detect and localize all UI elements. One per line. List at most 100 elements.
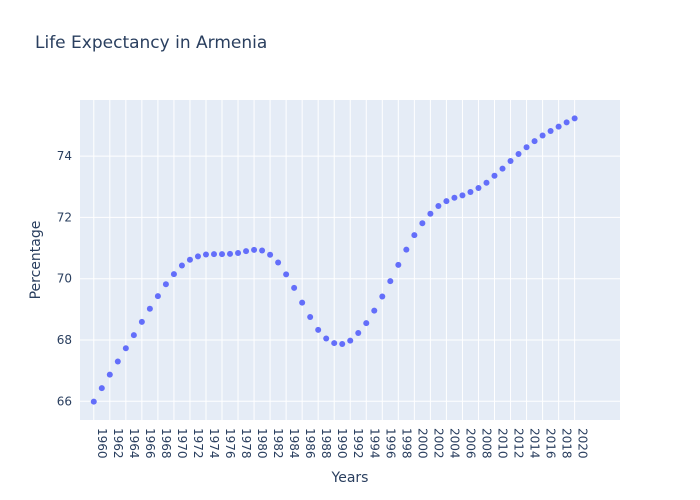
data-point [443,198,450,205]
x-tick-label: 2012 [512,428,526,459]
y-axis-ticks: 66 68 70 72 74 [57,149,72,408]
x-tick-label: 1970 [175,428,189,459]
x-tick-label: 2018 [560,428,574,459]
data-point [90,398,97,405]
data-point [379,293,386,300]
x-tick-label: 2020 [576,428,590,459]
x-tick-label: 1960 [95,428,109,459]
x-tick-label: 1982 [271,428,285,459]
data-point [299,299,306,306]
y-tick-label: 70 [57,272,72,286]
data-point [451,194,458,201]
data-point [339,340,346,347]
data-point [243,248,250,255]
x-tick-label: 2002 [431,428,445,459]
x-tick-label: 1976 [223,428,237,459]
x-tick-label: 1992 [351,428,365,459]
data-point [371,307,378,314]
x-tick-label: 1998 [399,428,413,459]
data-point [491,172,498,179]
x-tick-label: 1964 [127,428,141,459]
data-point [523,144,530,151]
x-tick-label: 1972 [191,428,205,459]
data-point [419,220,426,227]
data-point [435,203,442,210]
x-tick-label: 1984 [287,428,301,459]
y-tick-label: 68 [57,333,72,347]
x-axis-ticks: 1960 1962 1964 1966 1968 1970 1972 1974 1976 1978… [95,428,590,459]
data-point [219,251,226,258]
data-point [283,271,290,278]
data-point [106,371,113,378]
data-point [507,157,514,164]
x-tick-label: 1974 [207,428,221,459]
x-tick-label: 2010 [495,428,509,459]
data-point [347,337,354,344]
data-point [130,332,137,339]
data-point [275,259,282,266]
x-tick-label: 1988 [319,428,333,459]
x-tick-label: 2006 [463,428,477,459]
data-point [259,247,266,254]
data-point [387,278,394,285]
data-point [483,179,490,186]
chart-title: Life Expectancy in Armenia [35,33,268,53]
data-point [98,385,105,392]
x-tick-label: 1978 [239,428,253,459]
y-axis-title: Percentage [28,221,44,300]
data-point [170,271,177,278]
data-point [539,132,546,139]
data-point [427,210,434,217]
data-point [114,358,121,365]
data-point [563,119,570,126]
data-point [395,261,402,268]
x-tick-label: 1986 [303,428,317,459]
x-tick-label: 1968 [159,428,173,459]
y-tick-label: 72 [57,210,72,224]
data-point [363,320,370,327]
x-tick-label: 2016 [544,428,558,459]
data-point [154,293,161,300]
data-point [459,192,466,199]
data-point [467,188,474,195]
data-point [291,284,298,291]
data-point [162,281,169,288]
data-points [90,115,578,405]
y-tick-label: 74 [57,149,72,163]
x-tick-label: 1962 [111,428,125,459]
data-point [355,329,362,336]
data-point [235,249,242,256]
data-point [267,251,274,258]
data-point [547,127,554,134]
gridlines [80,100,620,420]
x-axis-title: Years [331,470,369,486]
data-point [323,335,330,342]
data-point [307,314,314,321]
x-tick-label: 2004 [447,428,461,459]
data-point [531,138,538,145]
data-point [475,184,482,191]
data-point [122,345,129,352]
data-point [403,246,410,253]
x-tick-label: 1994 [367,428,381,459]
x-tick-label: 1990 [335,428,349,459]
data-point [571,115,578,122]
data-point [146,305,153,312]
x-tick-label: 1980 [255,428,269,459]
data-point [227,250,234,257]
data-point [331,340,338,347]
data-point [194,253,201,260]
data-point [202,251,209,258]
data-point [515,150,522,157]
x-tick-label: 2014 [528,428,542,459]
y-tick-label: 66 [57,394,72,408]
data-point [210,251,217,258]
x-tick-label: 1996 [383,428,397,459]
x-tick-label: 2008 [479,428,493,459]
data-point [411,232,418,239]
data-point [499,165,506,172]
x-tick-label: 1966 [143,428,157,459]
data-point [138,318,145,325]
data-point [555,123,562,130]
